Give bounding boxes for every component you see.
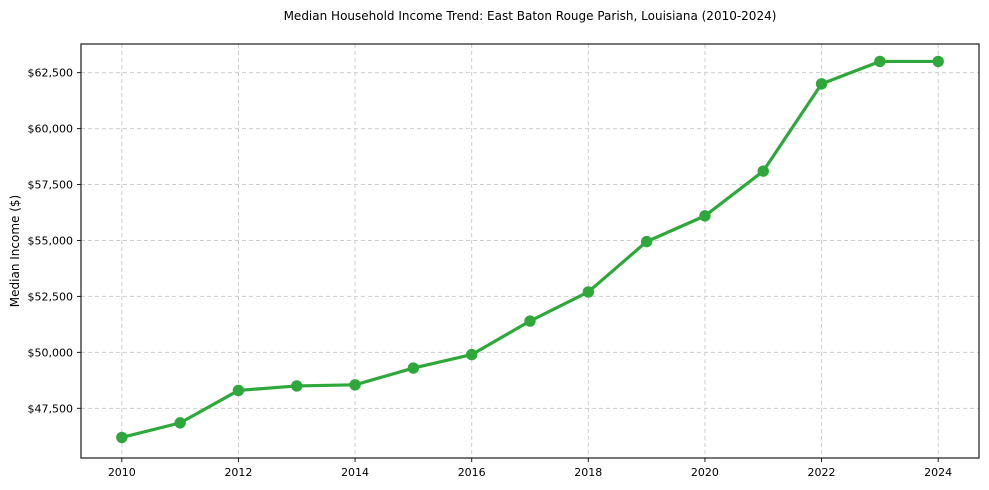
data-point <box>174 417 186 429</box>
data-point <box>640 235 653 248</box>
x-tick-label: 2010 <box>108 466 136 479</box>
data-point <box>699 210 711 222</box>
y-tick-label: $47,500 <box>28 402 74 415</box>
data-point <box>582 286 595 298</box>
y-tick-label: $60,000 <box>28 123 74 136</box>
data-point <box>757 165 769 177</box>
data-point <box>291 380 303 392</box>
data-point <box>524 315 536 327</box>
x-tick-label: 2022 <box>808 466 836 479</box>
x-tick-label: 2018 <box>574 466 602 479</box>
y-tick-label: $55,000 <box>28 234 74 247</box>
y-tick-label: $50,000 <box>28 346 74 359</box>
x-tick-label: 2016 <box>458 466 486 479</box>
x-tick-label: 2020 <box>691 466 719 479</box>
data-point <box>932 55 944 68</box>
x-tick-label: 2014 <box>341 466 369 479</box>
x-tick-label: 2012 <box>224 466 252 479</box>
trend-line <box>120 59 940 440</box>
y-tick-label: $57,500 <box>28 179 74 192</box>
y-tick-label: $62,500 <box>28 67 74 80</box>
chart-title: Median Household Income Trend: East Bato… <box>283 9 777 23</box>
data-point <box>232 384 245 397</box>
data-point <box>815 78 828 90</box>
x-tick-label: 2024 <box>924 466 952 479</box>
y-tick-label: $52,500 <box>28 290 74 303</box>
data-point <box>465 348 478 361</box>
plot-frame <box>80 43 980 459</box>
data-point <box>116 431 128 444</box>
data-point <box>874 55 886 68</box>
data-point <box>407 362 420 374</box>
data-point <box>349 379 361 391</box>
